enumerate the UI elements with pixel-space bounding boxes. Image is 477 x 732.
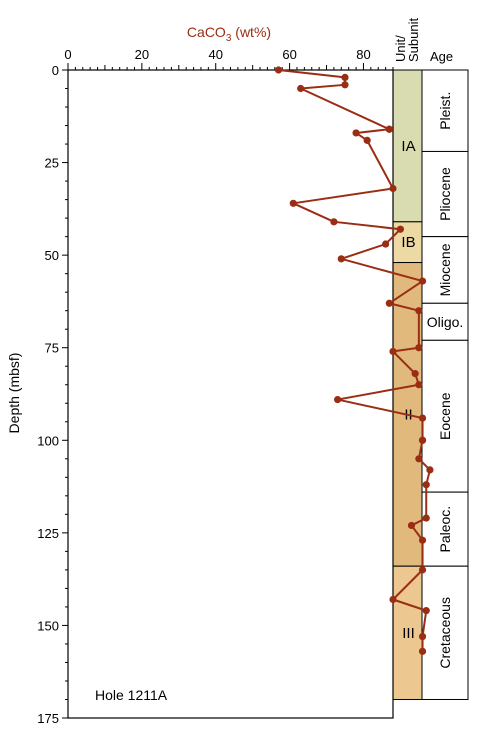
age-column: Pleist. Pliocene Miocene Oligo. Eocene Paleoc… (421, 69, 469, 700)
unit-label: IB (401, 234, 415, 251)
data-point (415, 455, 423, 463)
data-point (418, 277, 427, 285)
x-tick-label: 0 (64, 47, 71, 62)
x-tick-label: 80 (356, 47, 370, 62)
age-box (421, 302, 469, 341)
data-point (274, 66, 283, 74)
data-point (418, 436, 427, 444)
data-point (341, 73, 349, 82)
data-point (418, 632, 427, 641)
data-point (418, 566, 427, 574)
age-label: Paleoc. (437, 506, 453, 553)
x-tick-label: 20 (135, 47, 149, 62)
y-tick-label: 50 (45, 248, 59, 263)
unit-label: III (402, 625, 415, 642)
data-series (274, 66, 434, 655)
data-point (297, 84, 305, 93)
data-point (418, 536, 427, 544)
data-point (341, 81, 349, 89)
age-box (421, 236, 469, 304)
data-point (411, 370, 419, 378)
hole-annotation: Hole 1211A (95, 687, 168, 703)
age-label: Eocene (437, 392, 453, 440)
age-label: Cretaceous (437, 597, 453, 669)
age-box (421, 491, 469, 567)
data-point (407, 521, 416, 530)
data-point (415, 381, 423, 389)
data-point (389, 184, 397, 193)
plot-frame (67, 69, 394, 719)
data-point (337, 255, 345, 263)
age-box (421, 565, 469, 700)
x-tick-label: 60 (282, 47, 296, 62)
y-tick-label: 150 (37, 618, 59, 633)
series-line (278, 69, 431, 652)
axes: 0 20 40 60 80 0 25 50 75 100 125 150 175 (37, 47, 394, 726)
data-point (352, 129, 360, 137)
data-point (385, 299, 393, 307)
y-tick-label: 175 (37, 711, 59, 726)
data-point (418, 647, 427, 655)
age-box (421, 150, 469, 238)
data-point (289, 199, 297, 207)
y-tick-label: 100 (37, 433, 59, 448)
data-point (334, 395, 342, 404)
y-tick-label: 25 (45, 156, 59, 171)
y-tick-label: 75 (45, 341, 59, 356)
age-label: Oligo. (427, 314, 464, 330)
y-axis-title: Depth (mbsf) (6, 353, 22, 434)
unit-label: IA (401, 138, 415, 155)
x-tick-label: 40 (208, 47, 222, 62)
age-header: Age (430, 49, 453, 64)
unit-header-line2: Subunit (406, 18, 421, 62)
x-axis-title-main: CaCO (187, 24, 226, 40)
age-label: Pleist. (437, 92, 453, 130)
y-tick-label: 0 (52, 63, 59, 78)
unit-header-line1: Unit/ (393, 35, 408, 62)
data-point (422, 607, 430, 615)
x-axis-title: CaCO3 (wt%) (187, 24, 271, 44)
x-axis-title-units: (wt%) (231, 24, 271, 40)
data-point (426, 466, 434, 474)
data-point (330, 218, 338, 226)
data-point (418, 414, 427, 422)
y-tick-label: 125 (37, 526, 59, 541)
data-point (385, 125, 393, 133)
data-point (415, 344, 423, 352)
data-point (396, 225, 404, 233)
data-point (422, 514, 430, 522)
data-point (389, 595, 397, 604)
data-point (382, 240, 390, 248)
data-point (363, 136, 371, 144)
age-box (421, 69, 469, 152)
data-point (415, 307, 423, 315)
x-axis-title-subscript: 3 (226, 33, 232, 44)
age-label: Miocene (437, 243, 453, 296)
age-label: Pliocene (437, 167, 453, 221)
data-point (422, 481, 430, 489)
data-point (389, 347, 397, 356)
